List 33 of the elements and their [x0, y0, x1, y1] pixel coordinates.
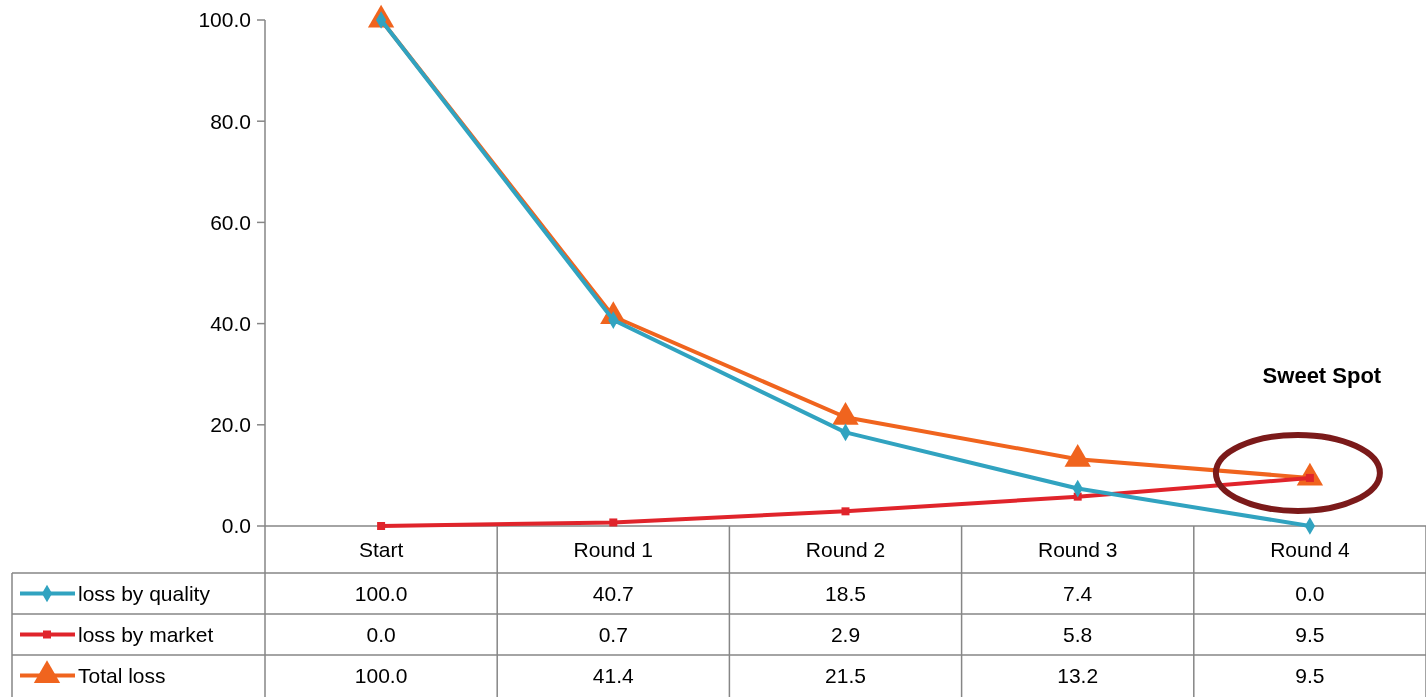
x-tick-label: Round 4: [1270, 537, 1350, 561]
point: [377, 522, 386, 530]
legend-label: loss by market: [78, 622, 214, 646]
x-tick-label: Round 3: [1038, 537, 1118, 561]
legend-label: loss by quality: [78, 581, 211, 605]
y-tick-label: 80.0: [210, 109, 251, 133]
data-label: 7.4: [1063, 581, 1093, 605]
data-label: 21.5: [825, 663, 866, 687]
data-label: 0.0: [366, 622, 396, 646]
data-label: 100.0: [354, 581, 408, 605]
data-label: 9.5: [1295, 622, 1325, 646]
point: [841, 507, 850, 516]
x-tick-label: Round 1: [573, 537, 653, 561]
x-tick-label: Start: [358, 537, 404, 561]
point: [609, 518, 618, 527]
data-label: 13.2: [1057, 663, 1099, 687]
x-tick-label: Round 2: [805, 537, 886, 561]
data-label: 100.0: [354, 663, 408, 687]
data-label: 0.0: [1295, 581, 1325, 605]
y-tick-label: 40.0: [210, 311, 251, 335]
data-label: 18.5: [825, 581, 866, 605]
y-tick-label: 20.0: [210, 413, 251, 437]
data-label: 9.5: [1295, 663, 1325, 687]
y-tick-label: 60.0: [210, 210, 251, 234]
data-label: 41.4: [592, 663, 635, 687]
data-label: 40.7: [592, 581, 634, 605]
data-label: 2.9: [830, 622, 861, 646]
y-tick-label: 100.0: [198, 8, 251, 32]
legend-label: Total loss: [78, 663, 166, 687]
data-label: 5.8: [1063, 622, 1093, 646]
data-label: 0.7: [598, 622, 628, 646]
annotation: Sweet Spot: [1262, 362, 1382, 388]
y-tick-label: 0.0: [221, 514, 251, 538]
